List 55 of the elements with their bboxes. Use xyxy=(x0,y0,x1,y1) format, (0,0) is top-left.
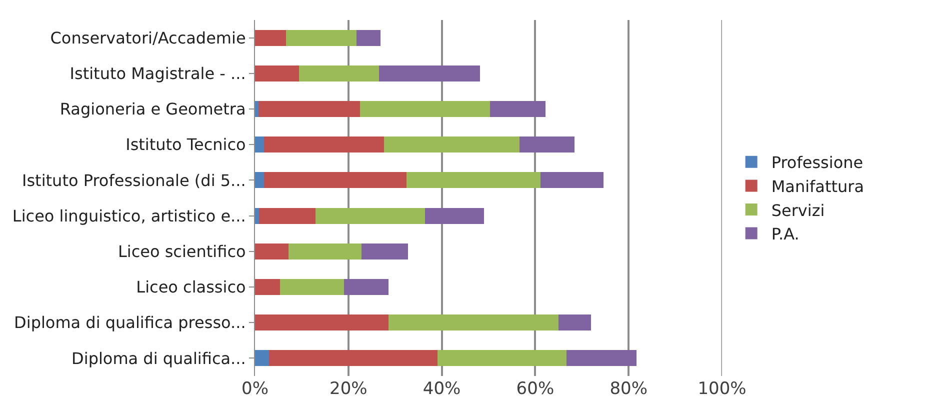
bar xyxy=(558,314,591,331)
legend-label: Manifattura xyxy=(771,176,864,196)
bar xyxy=(519,136,574,153)
bar xyxy=(255,350,270,366)
y-tick-label: Liceo linguistico, artistico e... xyxy=(12,206,246,226)
bar xyxy=(259,208,316,224)
y-tick-label: Diploma di qualifica... xyxy=(72,348,246,368)
bar xyxy=(298,65,380,82)
bar xyxy=(264,172,406,188)
bar xyxy=(316,208,425,224)
x-tick-label: 40% xyxy=(422,379,461,399)
y-tick-label: Ragioneria e Geometra xyxy=(60,100,246,119)
y-tick-label: Istituto Magistrale - ... xyxy=(70,64,246,83)
legend-label: P.A. xyxy=(771,224,800,244)
bar xyxy=(388,314,559,331)
bar xyxy=(255,65,299,82)
bar xyxy=(540,172,604,188)
bar xyxy=(255,172,264,188)
bar xyxy=(255,314,389,331)
bar xyxy=(406,172,540,188)
bar xyxy=(255,208,260,224)
bar xyxy=(255,100,259,118)
bar xyxy=(379,65,480,82)
bar xyxy=(566,350,637,366)
legend-label: Professione xyxy=(771,153,864,172)
bar xyxy=(286,30,356,46)
x-tick-label: 100% xyxy=(698,379,746,399)
bar xyxy=(255,278,280,296)
bar xyxy=(255,136,264,153)
bar xyxy=(255,243,289,260)
bar xyxy=(424,208,484,224)
bar xyxy=(438,350,566,366)
x-tick-label: 60% xyxy=(516,379,554,399)
x-tick-label: 20% xyxy=(330,379,368,399)
bar xyxy=(344,278,389,296)
y-tick-label: Istituto Professionale (di 5... xyxy=(22,170,246,190)
bar xyxy=(280,278,344,296)
bar xyxy=(384,136,520,153)
x-tick-label: 80% xyxy=(610,379,648,399)
bar xyxy=(269,350,438,366)
bar xyxy=(264,136,384,153)
y-tick-label: Istituto Tecnico xyxy=(126,135,246,154)
bar xyxy=(255,30,286,46)
y-tick-label: Diploma di qualifica presso... xyxy=(14,313,246,332)
bar xyxy=(360,100,490,118)
bar xyxy=(490,100,546,118)
bar xyxy=(361,243,408,260)
x-tick-label: 0% xyxy=(242,379,268,399)
y-tick-label: Conservatori/Accademie xyxy=(50,28,246,48)
y-tick-label: Liceo scientifico xyxy=(118,242,246,261)
bar xyxy=(356,30,381,46)
legend-label: Servizi xyxy=(771,200,825,220)
bar xyxy=(258,100,360,118)
bar xyxy=(288,243,362,260)
y-tick-label: Liceo classico xyxy=(136,278,246,297)
